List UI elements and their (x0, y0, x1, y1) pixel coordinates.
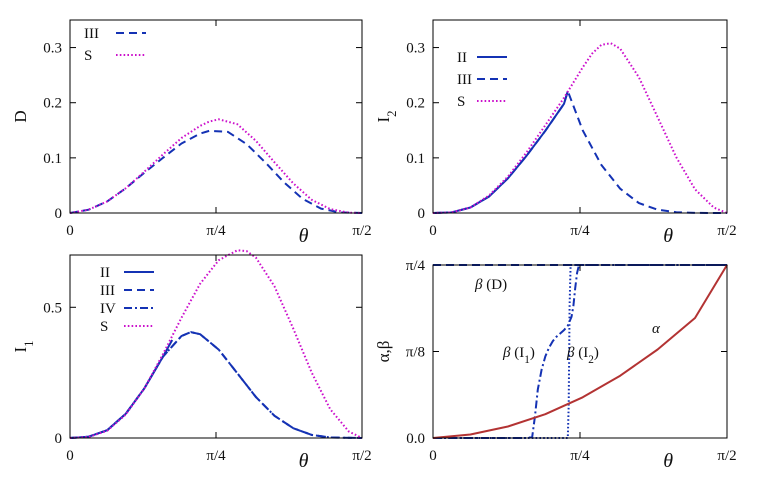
series-line-I2-1 (432, 90, 728, 214)
series-line-I2-0 (432, 90, 569, 214)
x-tick-label-alpha-beta-2: π/2 (717, 448, 736, 464)
series-line-D-1 (69, 118, 363, 214)
x-axis-title-I2: θ (663, 225, 673, 247)
y-tick-label-alpha-beta-2: π/4 (406, 258, 426, 274)
y-tick-label-D-2: 0.2 (43, 96, 62, 112)
x-tick-label-D-1: π/4 (206, 223, 226, 239)
y-tick-label-D-3: 0.3 (43, 41, 62, 57)
x-tick-label-alpha-beta-0: 0 (429, 448, 437, 464)
x-tick-label-I1-2: π/2 (352, 448, 371, 464)
x-tick-label-D-2: π/2 (352, 223, 371, 239)
y-axis-title-D: D (11, 110, 30, 122)
series-line-alpha-beta-1 (433, 264, 727, 439)
y-tick-label-alpha-beta-1: π/8 (406, 345, 425, 361)
x-axis-title-D: θ (299, 225, 309, 247)
y-tick-label-alpha-beta-0: 0.0 (406, 431, 425, 447)
x-axis-title-I1: θ (299, 450, 309, 472)
legend-label-I1-2: IV (100, 301, 116, 317)
panel-alpha-beta: 0 π/4 π/2 0.0 π/8 π/4 θ α,β β (D) β (I1) β (I2) α (374, 258, 737, 472)
plot-frame-I2 (432, 19, 728, 214)
x-tick-label-I2-0: 0 (429, 223, 437, 239)
legend-label-I2-0: II (457, 50, 467, 66)
y-tick-label-I1-1: 0.5 (43, 300, 62, 316)
legend-label-I1-0: II (100, 265, 110, 281)
x-tick-label-I1-0: 0 (66, 448, 74, 464)
legend-label-I2-1: III (457, 72, 472, 88)
y-axis-title-I2: I2 (374, 110, 399, 122)
y-tick-label-I2-0: 0 (418, 206, 426, 222)
x-tick-label-D-0: 0 (66, 223, 74, 239)
y-tick-label-D-0: 0 (55, 206, 63, 222)
annotation-3: α (652, 321, 661, 337)
legend-label-D-1: S (84, 48, 92, 64)
x-tick-label-I1-1: π/4 (206, 448, 226, 464)
annotation-1: β (I1) (502, 345, 535, 366)
legend-label-I1-3: S (100, 319, 108, 335)
y-axis-title-alpha-beta: α,β (374, 341, 393, 363)
legend-label-I2-2: S (457, 94, 465, 110)
legend-label-D-0: III (84, 26, 99, 42)
x-tick-label-I2-1: π/4 (570, 223, 590, 239)
y-axis-title-I1: I1 (11, 340, 36, 352)
series-line-I1-2 (69, 331, 363, 439)
x-tick-label-I2-2: π/2 (717, 223, 736, 239)
annotation-2: β (I2) (566, 345, 599, 366)
x-tick-label-alpha-beta-1: π/4 (570, 448, 590, 464)
plot-frame-D (69, 19, 363, 214)
annotation-0: β (D) (474, 277, 507, 293)
series-line-alpha-beta-3 (432, 264, 728, 439)
series-line-I2-2 (432, 42, 728, 214)
series-line-alpha-beta-2 (433, 264, 727, 439)
legend-label-I1-1: III (100, 283, 115, 299)
series-line-I1-3 (69, 249, 363, 439)
y-tick-label-I2-1: 0.1 (406, 151, 425, 167)
y-tick-label-I1-0: 0 (55, 431, 63, 447)
y-tick-label-I2-3: 0.3 (406, 41, 425, 57)
y-tick-label-I2-2: 0.2 (406, 96, 425, 112)
y-tick-label-D-1: 0.1 (43, 151, 62, 167)
series-line-D-0 (69, 129, 363, 214)
series-line-I1-0 (69, 339, 174, 439)
panel-D: 0 π/4 π/2 0 0.1 0.2 0.3 θ D III S (11, 19, 372, 247)
x-axis-title-alpha-beta: θ (663, 450, 673, 472)
